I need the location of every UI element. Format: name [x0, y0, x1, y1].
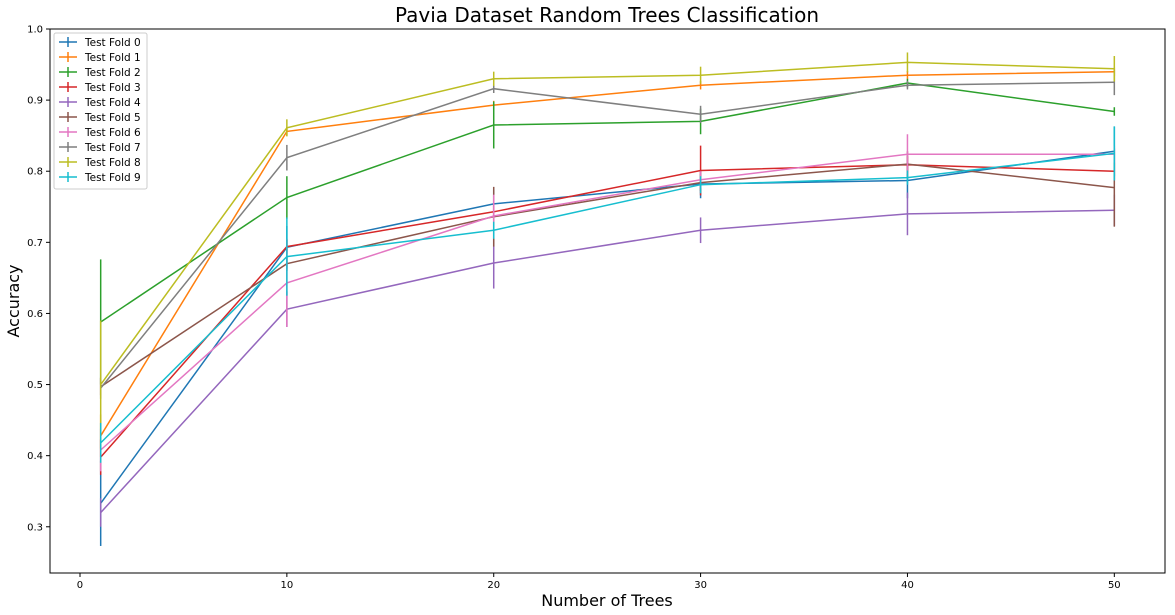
legend-item: Test Fold 2: [59, 67, 141, 79]
legend-item: Test Fold 0: [59, 37, 141, 49]
y-axis: 0.3 0.4 0.5 0.6 0.7 0.8 0.9 1.0: [27, 25, 50, 533]
series-line: [100, 152, 1115, 444]
legend-item: Test Fold 6: [59, 127, 141, 139]
legend-label: Test Fold 9: [84, 172, 141, 184]
legend-item: Test Fold 4: [59, 97, 141, 109]
legend-label: Test Fold 5: [84, 112, 141, 124]
series-line: [100, 70, 1115, 437]
legend-item: Test Fold 1: [59, 52, 141, 64]
series-fold-9: [99, 126, 1116, 463]
x-tick-label: 40: [901, 580, 914, 591]
series-line: [100, 150, 1115, 504]
legend-item: Test Fold 8: [59, 157, 141, 169]
legend-label: Test Fold 7: [84, 142, 141, 154]
x-tick-label: 50: [1108, 580, 1121, 591]
legend-label: Test Fold 0: [84, 37, 141, 49]
y-tick-label: 0.8: [27, 167, 43, 178]
legend-label: Test Fold 8: [84, 157, 141, 169]
legend-label: Test Fold 4: [84, 97, 141, 109]
x-axis: 0 10 20 30 40 50: [77, 573, 1121, 591]
legend-item: Test Fold 7: [59, 142, 141, 154]
series-fold-4: [99, 192, 1116, 527]
legend-label: Test Fold 2: [84, 67, 141, 79]
series-line: [100, 82, 1115, 323]
y-tick-label: 0.9: [27, 96, 43, 107]
plot-area: [49, 28, 1166, 574]
series-fold-8: [99, 52, 1116, 449]
series-fold-7: [99, 69, 1116, 399]
legend-label: Test Fold 6: [84, 127, 141, 139]
y-tick-label: 0.5: [27, 380, 43, 391]
legend-item: Test Fold 5: [59, 112, 141, 124]
legend-item: Test Fold 9: [59, 172, 141, 184]
x-tick-label: 0: [77, 580, 83, 591]
series-line: [100, 209, 1115, 514]
legend-label: Test Fold 3: [84, 82, 141, 94]
y-tick-label: 0.6: [27, 309, 43, 320]
series-layer: [99, 52, 1116, 546]
legend-label: Test Fold 1: [84, 52, 141, 64]
legend-box: [53, 32, 148, 190]
series-line: [100, 61, 1115, 386]
chart-title: Pavia Dataset Random Trees Classificatio…: [395, 3, 819, 27]
legend: Test Fold 0 Test Fold 1 Test Fold 2 Test Fo…: [53, 32, 148, 190]
x-axis-title: Number of Trees: [541, 591, 673, 610]
y-axis-title: Accuracy: [4, 264, 23, 337]
series-fold-3: [99, 145, 1116, 475]
series-fold-2: [99, 78, 1116, 385]
series-fold-5: [99, 148, 1116, 396]
y-tick-label: 0.4: [27, 451, 43, 462]
y-tick-label: 1.0: [27, 25, 43, 36]
y-tick-label: 0.7: [27, 238, 43, 249]
x-tick-label: 20: [487, 580, 500, 591]
series-fold-6: [99, 134, 1116, 472]
series-line: [100, 153, 1115, 451]
legend-item: Test Fold 3: [59, 82, 141, 94]
x-tick-label: 30: [694, 580, 707, 591]
x-tick-label: 10: [280, 580, 293, 591]
series-line: [100, 163, 1115, 388]
series-fold-1: [99, 67, 1116, 458]
series-line: [100, 164, 1115, 458]
y-tick-label: 0.3: [27, 522, 43, 533]
series-line: [100, 81, 1115, 389]
